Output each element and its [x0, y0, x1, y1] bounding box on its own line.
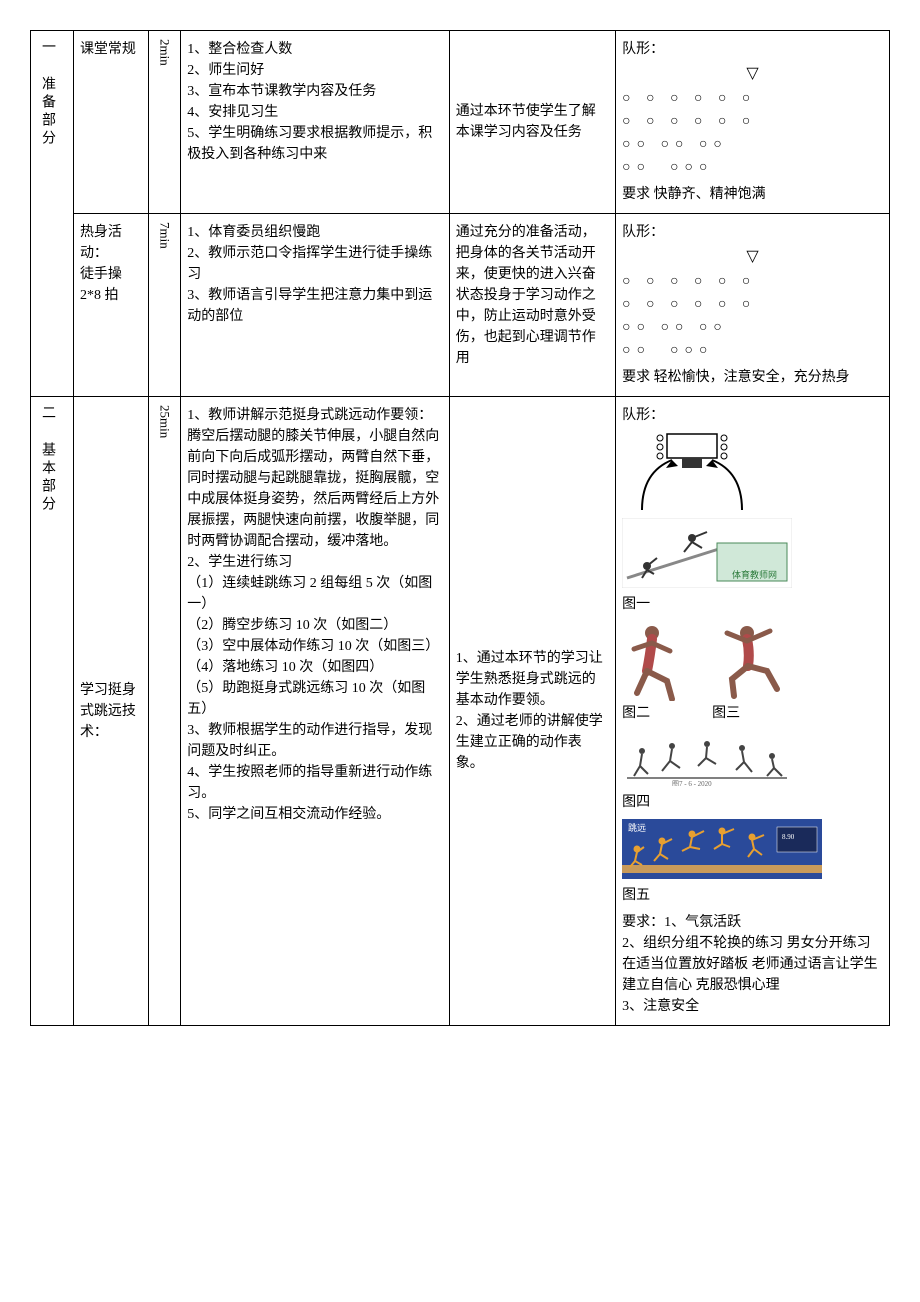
formation-label: 队形：	[622, 39, 883, 60]
figure-5: 8.90 跳远	[622, 819, 883, 879]
formation-diagram: ▽ ○ ○ ○ ○ ○ ○ ○ ○ ○ ○ ○ ○ ○○ ○○ ○○ ○○ ○○…	[622, 62, 883, 178]
activity-text: 1、整合检查人数 2、师生问好 3、宣布本节课教学内容及任务 4、安排见习生 5…	[187, 39, 442, 165]
student-row: ○○ ○○ ○○	[622, 134, 883, 155]
section-title: 二 基本部分	[37, 405, 58, 514]
figure-4: 图7 - 6 - 2020	[622, 736, 883, 786]
svg-text:8.90: 8.90	[782, 833, 795, 841]
sub-routine: 课堂常规	[73, 31, 148, 214]
figure-2-3-row: 图二 图三	[622, 621, 883, 730]
purpose-text: 通过本环节使学生了解本课学习内容及任务	[456, 101, 609, 143]
student-row: ○○ ○○○	[622, 157, 883, 178]
fig3-svg	[712, 621, 792, 701]
activity-cell: 1、教师讲解示范挺身式跳远动作要领： 腾空后摆动腿的膝关节伸展，小腿自然向前向下…	[181, 397, 449, 1026]
time-label: 7min	[155, 222, 175, 249]
time-label: 25min	[155, 405, 175, 438]
time-cell: 25min	[149, 397, 181, 1026]
fig5-svg: 8.90 跳远	[622, 819, 822, 879]
fig4-svg: 图7 - 6 - 2020	[622, 736, 792, 786]
teacher-marker: ▽	[622, 62, 883, 86]
student-row: ○○ ○○○	[622, 340, 883, 361]
table-row: 二 基本部分 学习挺身式跳远技术： 25min 1、教师讲解示范挺身式跳远动作要…	[31, 397, 890, 1026]
formation-cell: 队形：	[616, 397, 890, 1026]
requirement-text: 要求 轻松愉快，注意安全，充分热身	[622, 367, 883, 388]
purpose-cell: 1、通过本环节的学习让学生熟悉挺身式跳远的基本动作要领。 2、通过老师的讲解使学…	[449, 397, 615, 1026]
fig5-label: 图五	[622, 885, 883, 906]
fig2-svg	[622, 621, 692, 701]
student-row: ○ ○ ○ ○ ○ ○	[622, 111, 883, 132]
fig4-label: 图四	[622, 792, 883, 813]
table-row: 热身活动： 徒手操 2*8 拍 7min 1、体育委员组织慢跑 2、教师示范口令…	[31, 214, 890, 397]
activity-text: 1、教师讲解示范挺身式跳远动作要领： 腾空后摆动腿的膝关节伸展，小腿自然向前向下…	[187, 405, 442, 825]
purpose-text: 通过充分的准备活动，把身体的各关节活动开来，使更快的进入兴奋状态投身于学习动作之…	[456, 222, 609, 369]
runway-svg	[622, 432, 762, 512]
purpose-text: 1、通过本环节的学习让学生熟悉挺身式跳远的基本动作要领。 2、通过老师的讲解使学…	[456, 648, 609, 774]
table-row: 一 准备部分 课堂常规 2min 1、整合检查人数 2、师生问好 3、宣布本节课…	[31, 31, 890, 214]
requirement-text: 要求：1、气氛活跃 2、组织分组不轮换的练习 男女分开练习 在适当位置放好踏板 …	[622, 912, 883, 1017]
formation-cell: 队形： ▽ ○ ○ ○ ○ ○ ○ ○ ○ ○ ○ ○ ○ ○○ ○○ ○○ ○…	[616, 214, 890, 397]
activity-cell: 1、整合检查人数 2、师生问好 3、宣布本节课教学内容及任务 4、安排见习生 5…	[181, 31, 449, 214]
fig1-label: 图一	[622, 594, 883, 615]
section-main: 二 基本部分	[31, 397, 74, 1026]
purpose-cell: 通过充分的准备活动，把身体的各关节活动开来，使更快的进入兴奋状态投身于学习动作之…	[449, 214, 615, 397]
sub-label: 热身活动： 徒手操 2*8 拍	[80, 222, 142, 306]
time-label: 2min	[155, 39, 175, 66]
sub-label: 课堂常规	[80, 39, 142, 60]
sub-longjump: 学习挺身式跳远技术：	[73, 397, 148, 1026]
student-row: ○ ○ ○ ○ ○ ○	[622, 88, 883, 109]
figure-2: 图二	[622, 621, 692, 730]
fig3-label: 图三	[712, 703, 740, 724]
student-row: ○ ○ ○ ○ ○ ○	[622, 271, 883, 292]
activity-cell: 1、体育委员组织慢跑 2、教师示范口令指挥学生进行徒手操练习 3、教师语言引导学…	[181, 214, 449, 397]
requirement-text: 要求 快静齐、精神饱满	[622, 184, 883, 205]
lesson-plan-table: 一 准备部分 课堂常规 2min 1、整合检查人数 2、师生问好 3、宣布本节课…	[30, 30, 890, 1026]
section-prep: 一 准备部分	[31, 31, 74, 397]
formation-diagram: ▽ ○ ○ ○ ○ ○ ○ ○ ○ ○ ○ ○ ○ ○○ ○○ ○○ ○○ ○○…	[622, 245, 883, 361]
figure-3: 图三	[712, 621, 792, 730]
formation-cell: 队形： ▽ ○ ○ ○ ○ ○ ○ ○ ○ ○ ○ ○ ○ ○○ ○○ ○○ ○…	[616, 31, 890, 214]
runway-diagram	[622, 432, 883, 512]
purpose-cell: 通过本环节使学生了解本课学习内容及任务	[449, 31, 615, 214]
fig2-label: 图二	[622, 703, 650, 724]
student-row: ○ ○ ○ ○ ○ ○	[622, 294, 883, 315]
time-cell: 7min	[149, 214, 181, 397]
svg-text:图7 - 6 - 2020: 图7 - 6 - 2020	[672, 780, 712, 786]
svg-text:跳远: 跳远	[628, 822, 646, 833]
section-title: 一 准备部分	[37, 39, 58, 148]
student-row: ○○ ○○ ○○	[622, 317, 883, 338]
fig1-svg: 体育教师网	[622, 518, 792, 588]
sub-label: 学习挺身式跳远技术：	[80, 680, 142, 743]
formation-label: 队形：	[622, 405, 883, 426]
teacher-marker: ▽	[622, 245, 883, 269]
formation-label: 队形：	[622, 222, 883, 243]
time-cell: 2min	[149, 31, 181, 214]
sub-warmup: 热身活动： 徒手操 2*8 拍	[73, 214, 148, 397]
activity-text: 1、体育委员组织慢跑 2、教师示范口令指挥学生进行徒手操练习 3、教师语言引导学…	[187, 222, 442, 327]
svg-text:体育教师网: 体育教师网	[732, 569, 777, 580]
figure-1: 体育教师网	[622, 518, 883, 588]
